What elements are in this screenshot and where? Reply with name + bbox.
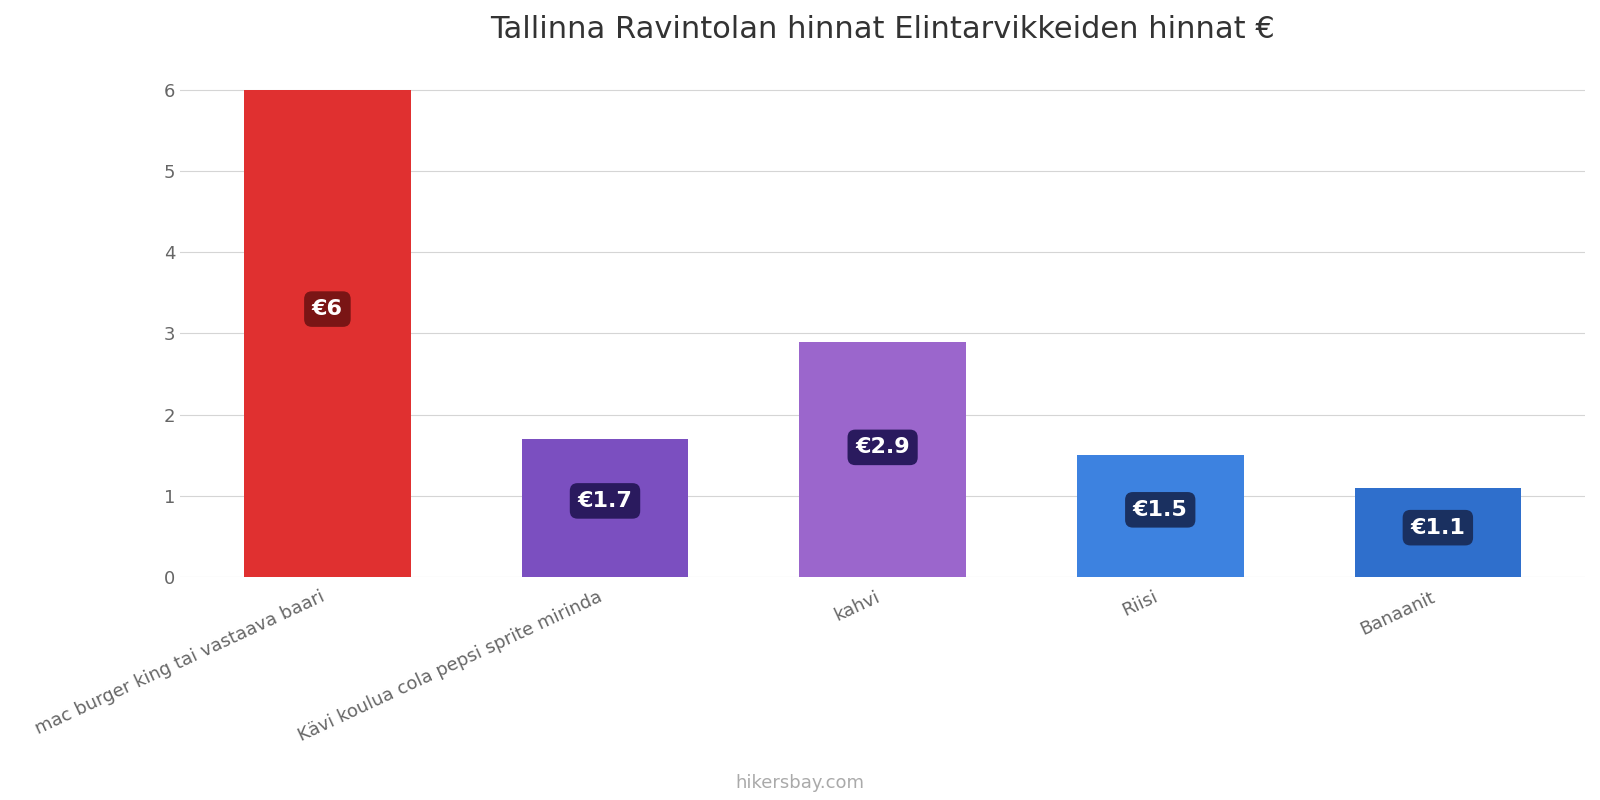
Text: €1.7: €1.7 [578, 491, 632, 511]
Text: €1.1: €1.1 [1411, 518, 1466, 538]
Bar [522, 439, 688, 577]
Text: €6: €6 [312, 299, 342, 319]
Text: €1.5: €1.5 [1133, 500, 1187, 520]
Bar [800, 342, 966, 577]
Bar [1077, 455, 1243, 577]
Text: hikersbay.com: hikersbay.com [736, 774, 864, 792]
Bar [245, 90, 411, 577]
Text: €2.9: €2.9 [856, 438, 910, 458]
Title: Tallinna Ravintolan hinnat Elintarvikkeiden hinnat €: Tallinna Ravintolan hinnat Elintarvikkei… [490, 15, 1275, 44]
Bar [1355, 487, 1522, 577]
